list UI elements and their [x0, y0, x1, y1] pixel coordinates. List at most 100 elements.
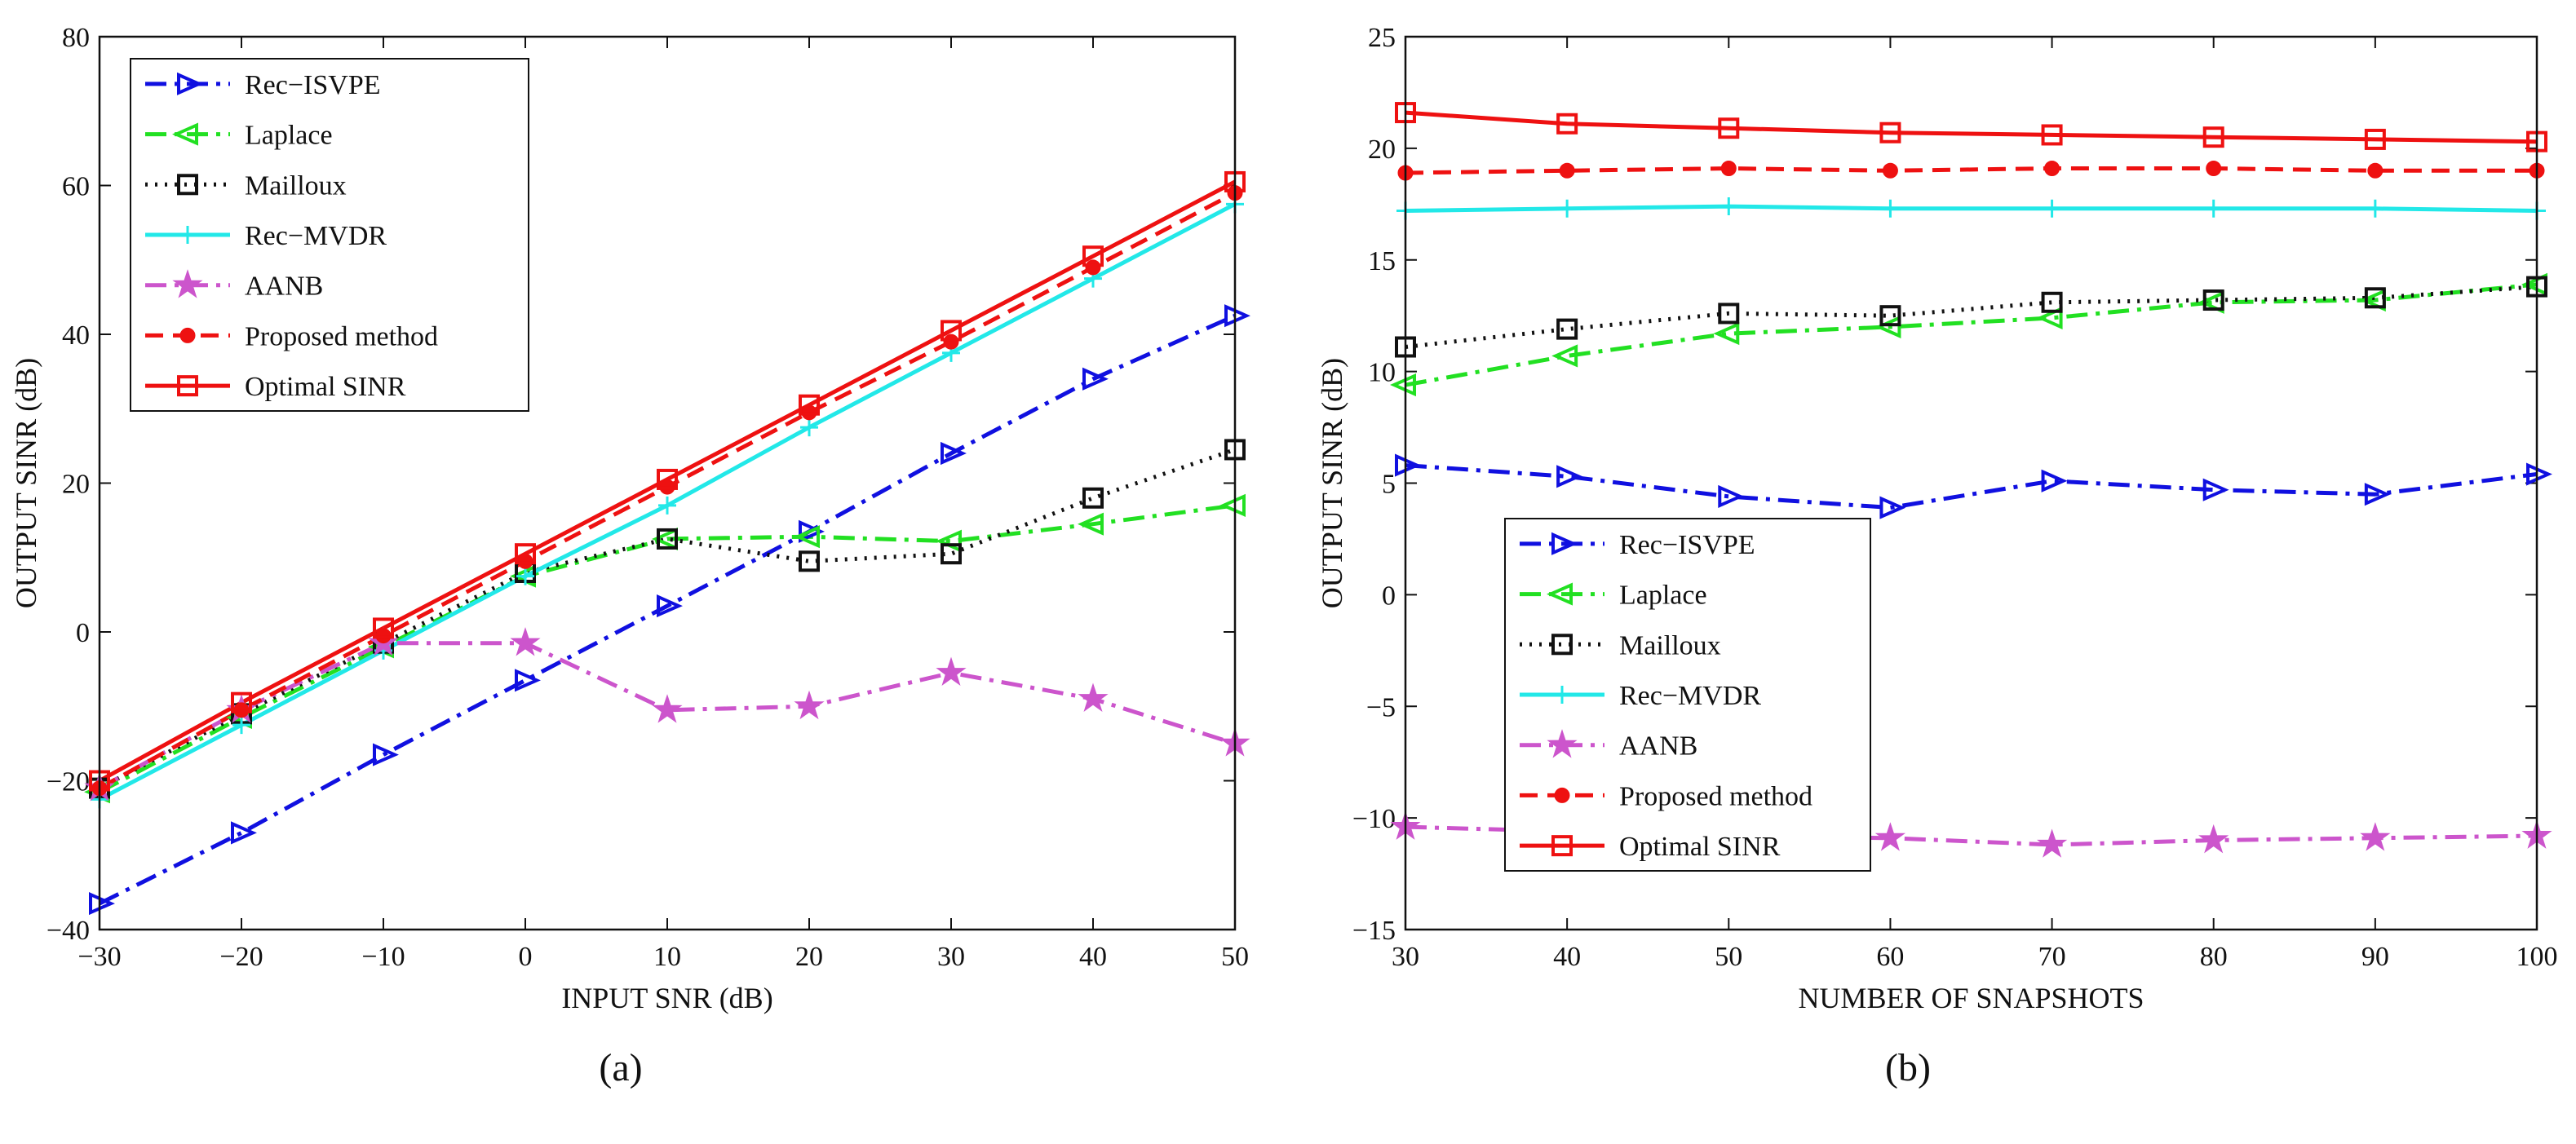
data-point-6: [231, 691, 252, 713]
data-point-2: [2364, 287, 2386, 309]
data-point-2: [1879, 305, 1901, 327]
legend-marker-3: [1553, 686, 1571, 704]
legend-label-6: Optimal SINR: [1619, 832, 1781, 862]
x-tick-label: 30: [1392, 942, 1419, 972]
data-point-6: [515, 543, 536, 565]
x-axis-title: INPUT SNR (dB): [561, 982, 772, 1014]
legend-label-0: Rec−ISVPE: [1619, 530, 1755, 560]
data-point-4: [652, 694, 683, 723]
data-point-0: [1224, 304, 1250, 328]
legend-marker-0: [1551, 532, 1578, 555]
plot-frame: [1404, 35, 2538, 931]
legend-label-1: Laplace: [245, 121, 333, 151]
x-axis-title: NUMBER OF SNAPSHOTS: [1798, 982, 2144, 1014]
x-tick-label: 30: [937, 942, 965, 972]
legend-label-4: AANB: [245, 272, 323, 302]
y-tick-label: −15: [1352, 916, 1396, 946]
data-point-4: [936, 656, 967, 686]
y-tick-label: 5: [1382, 470, 1396, 500]
legend-marker-4: [172, 269, 203, 298]
data-point-6: [1718, 117, 1740, 139]
y-tick-label: 0: [76, 618, 90, 648]
panel-caption: (b): [1885, 1046, 1931, 1089]
data-point-0: [1395, 453, 1421, 477]
x-tick-label: 40: [1553, 942, 1581, 972]
legend-label-2: Mailloux: [1619, 630, 1721, 660]
y-axis-title: OUTPUT SINR (dB): [1316, 358, 1348, 608]
data-point-2: [1556, 318, 1578, 340]
series-line-6: [1405, 110, 2538, 144]
y-tick-label: 40: [62, 320, 90, 351]
x-tick-label: −30: [77, 942, 121, 972]
x-tick-label: 50: [1715, 942, 1742, 972]
data-point-3: [2204, 199, 2223, 218]
x-tick-label: −20: [219, 942, 263, 972]
data-point-5: [2044, 161, 2060, 177]
data-point-6: [2041, 124, 2063, 146]
data-point-4: [1078, 682, 1109, 712]
data-point-1: [2036, 306, 2063, 329]
legend-label-5: Proposed method: [1619, 781, 1812, 811]
x-tick-label: 10: [653, 942, 681, 972]
y-tick-label: 80: [62, 23, 90, 53]
y-tick-label: 0: [1382, 581, 1396, 611]
data-point-2: [1082, 487, 1104, 509]
data-point-6: [1082, 245, 1104, 267]
legend-label-4: AANB: [1619, 731, 1697, 762]
panel-caption: (a): [599, 1046, 642, 1089]
data-point-1: [1219, 493, 1246, 517]
legend-marker-6: [177, 375, 198, 397]
data-point-0: [1556, 465, 1583, 488]
data-point-0: [373, 743, 399, 766]
data-point-5: [1720, 161, 1737, 177]
x-tick-label: 20: [795, 942, 823, 972]
legend-marker-5: [1554, 787, 1570, 803]
data-point-2: [1718, 303, 1740, 325]
y-tick-label: 10: [1368, 358, 1396, 388]
data-point-0: [2526, 462, 2552, 486]
data-point-0: [1718, 484, 1745, 508]
data-point-6: [373, 617, 394, 639]
legend-label-5: Proposed method: [245, 321, 438, 351]
y-tick-label: −10: [1352, 804, 1396, 834]
series-line-1: [1405, 282, 2538, 387]
data-point-5: [1085, 259, 1101, 276]
data-point-0: [1082, 367, 1109, 391]
y-axis-title: OUTPUT SINR (dB): [10, 358, 42, 608]
legend-label-3: Rec−MVDR: [1619, 681, 1761, 711]
series-line-0: [98, 313, 1237, 906]
data-point-6: [799, 394, 820, 416]
data-point-4: [2198, 824, 2229, 854]
data-point-6: [941, 320, 962, 342]
data-point-2: [657, 528, 678, 550]
legend-box: [130, 58, 529, 412]
data-point-3: [800, 418, 818, 437]
data-point-4: [1874, 822, 1906, 851]
legend-marker-4: [1547, 729, 1578, 758]
data-point-3: [516, 567, 534, 585]
data-point-4: [794, 690, 825, 720]
data-point-2: [799, 550, 820, 572]
y-tick-label: 20: [1368, 135, 1396, 165]
x-tick-label: 80: [2200, 942, 2228, 972]
series-line-1: [98, 503, 1236, 794]
legend-marker-2: [1551, 634, 1573, 656]
data-point-0: [231, 821, 257, 845]
data-point-1: [1390, 373, 1416, 397]
legend-marker-0: [177, 72, 203, 95]
data-point-1: [1713, 322, 1740, 346]
data-point-5: [1882, 162, 1898, 179]
data-point-0: [2364, 483, 2391, 506]
y-tick-label: 15: [1368, 246, 1396, 276]
data-point-3: [658, 496, 676, 515]
series-line-3: [1405, 204, 2538, 213]
legend-marker-1: [1547, 582, 1573, 606]
data-point-3: [2366, 199, 2384, 218]
legend-label-0: Rec−ISVPE: [245, 70, 381, 100]
legend-label-2: Mailloux: [245, 170, 347, 201]
x-tick-label: −10: [361, 942, 405, 972]
data-point-3: [1720, 197, 1738, 216]
data-point-3: [2043, 199, 2061, 218]
data-point-3: [232, 716, 250, 735]
